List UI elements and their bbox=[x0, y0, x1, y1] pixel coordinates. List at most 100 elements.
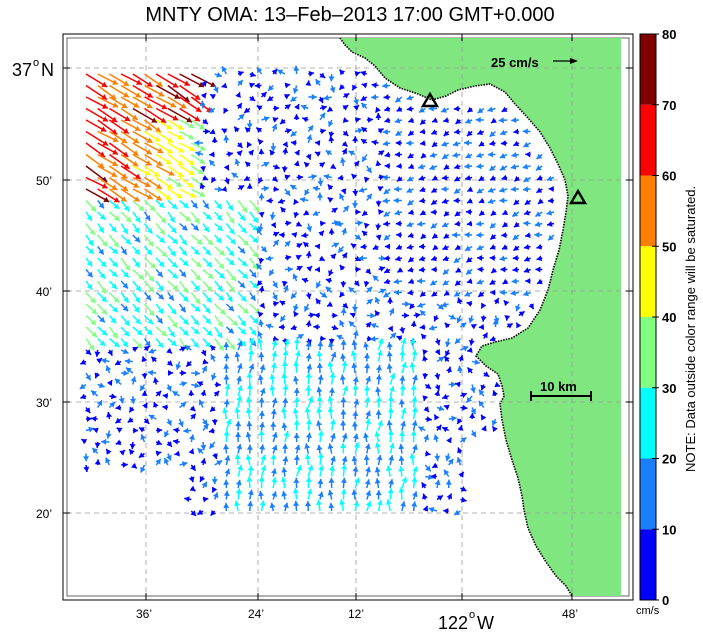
current-vector-head bbox=[465, 245, 471, 251]
current-vector-head bbox=[218, 344, 224, 351]
scale-vector-arrowhead bbox=[570, 58, 578, 64]
current-vector-head bbox=[489, 165, 496, 171]
current-vector-head bbox=[122, 305, 129, 312]
current-vector-head bbox=[223, 374, 230, 380]
current-vector-head bbox=[143, 418, 150, 424]
current-vector-head bbox=[389, 372, 396, 379]
current-vector-head bbox=[405, 301, 411, 308]
current-vector-head bbox=[280, 407, 287, 413]
current-vector-head bbox=[316, 362, 323, 368]
current-vector-head bbox=[94, 442, 101, 448]
colorbar-segment bbox=[640, 529, 656, 600]
current-vector-head bbox=[305, 476, 312, 483]
current-vector-head bbox=[443, 507, 449, 514]
current-vector-head bbox=[429, 324, 435, 331]
current-vector-head bbox=[194, 284, 200, 291]
current-vector-head bbox=[258, 490, 264, 497]
current-vector-head bbox=[236, 340, 243, 347]
current-vector-head bbox=[166, 441, 172, 447]
current-vector-head bbox=[144, 170, 151, 176]
current-vector-head bbox=[444, 356, 450, 363]
current-vector-head bbox=[384, 162, 390, 169]
current-vector-head bbox=[205, 318, 211, 324]
current-vector-head bbox=[319, 162, 325, 168]
current-vector-head bbox=[191, 202, 198, 209]
current-vector-head bbox=[523, 243, 530, 250]
current-vector-head bbox=[305, 385, 312, 391]
current-vector-head bbox=[282, 384, 289, 390]
colorbar-tick-label: 40 bbox=[662, 310, 676, 325]
current-vector-head bbox=[257, 374, 264, 381]
current-vector-head bbox=[102, 140, 109, 146]
current-vector-head bbox=[446, 366, 452, 373]
current-vector-head bbox=[101, 438, 107, 445]
current-vector-head bbox=[327, 443, 334, 449]
current-vector-head bbox=[426, 416, 432, 423]
current-vector-head bbox=[442, 221, 448, 228]
current-vector-head bbox=[236, 376, 242, 382]
current-vector-head bbox=[429, 152, 436, 158]
current-vector-head bbox=[352, 84, 358, 91]
current-vector-head bbox=[384, 267, 391, 273]
current-vector-head bbox=[189, 405, 196, 412]
current-vector-head bbox=[410, 384, 417, 390]
lat-label-37-hemisphere: N bbox=[41, 60, 54, 80]
current-vector-head bbox=[173, 427, 179, 434]
current-vector-head bbox=[227, 295, 233, 302]
current-vector-head bbox=[124, 264, 131, 271]
current-vector-head bbox=[305, 501, 312, 507]
current-vector-head bbox=[351, 339, 358, 346]
current-vector-head bbox=[456, 457, 463, 463]
current-vector-head bbox=[244, 107, 250, 113]
current-vector-head bbox=[382, 82, 388, 89]
map-title: MNTY OMA: 13–Feb–2013 17:00 GMT+0.000 bbox=[145, 4, 555, 26]
current-vector-head bbox=[412, 444, 418, 451]
current-vector-head bbox=[201, 481, 207, 488]
current-vector-head bbox=[327, 406, 334, 413]
current-vector-head bbox=[395, 220, 401, 227]
current-vector-head bbox=[353, 105, 360, 111]
current-vector-head bbox=[195, 261, 202, 268]
current-vector-head bbox=[318, 97, 324, 104]
current-vector-head bbox=[400, 421, 406, 427]
current-vector-head bbox=[476, 152, 483, 159]
current-vector-head bbox=[492, 390, 498, 397]
current-vector-head bbox=[454, 220, 461, 227]
current-vector-head bbox=[451, 381, 457, 388]
current-vector-head bbox=[478, 140, 485, 147]
current-vector-head bbox=[318, 465, 325, 471]
current-vector-head bbox=[195, 150, 201, 157]
current-vector-head bbox=[161, 103, 168, 110]
current-vector-head bbox=[293, 455, 300, 461]
current-vector-head bbox=[355, 266, 361, 273]
current-vector-head bbox=[166, 360, 173, 366]
current-vector-head bbox=[293, 65, 300, 71]
current-vector-head bbox=[219, 249, 225, 256]
current-vector-head bbox=[296, 465, 302, 471]
current-vector-head bbox=[282, 141, 288, 148]
current-vector-head bbox=[400, 501, 406, 507]
current-vector-head bbox=[107, 349, 113, 356]
current-vector-head bbox=[269, 385, 276, 391]
current-vector-head bbox=[460, 437, 467, 443]
current-vector-head bbox=[197, 509, 204, 515]
current-vector-head bbox=[303, 209, 310, 216]
current-vector-head bbox=[317, 491, 324, 498]
current-vector-head bbox=[271, 432, 278, 438]
current-vector-head bbox=[250, 294, 256, 301]
current-vector-head bbox=[398, 443, 405, 450]
current-vector-head bbox=[100, 261, 107, 267]
current-vector-head bbox=[401, 476, 408, 483]
current-vector-head bbox=[419, 324, 426, 331]
current-vector-head bbox=[454, 175, 461, 182]
current-vector-head bbox=[364, 397, 371, 403]
current-vector-head bbox=[475, 116, 481, 123]
current-vector-head bbox=[186, 117, 193, 123]
current-vector-head bbox=[362, 230, 368, 237]
current-vector-head bbox=[146, 137, 153, 143]
current-vector-head bbox=[256, 67, 263, 74]
current-vector-head bbox=[341, 464, 348, 470]
current-vector-head bbox=[189, 434, 195, 440]
current-vector-head bbox=[216, 71, 222, 78]
current-vector-head bbox=[341, 456, 348, 463]
